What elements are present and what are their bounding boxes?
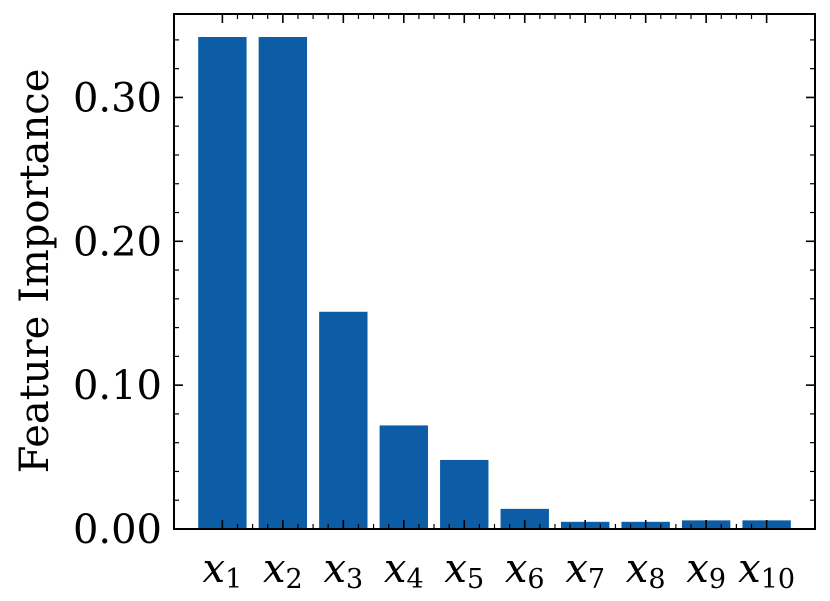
x-tick-label-x9: x9 [686,546,726,595]
plot-frame [173,13,816,530]
bar-x1 [198,37,247,530]
bar-x3 [319,311,368,529]
y-tick-label: 0.20 [73,219,162,265]
bar-x2 [258,37,308,530]
bar-x6 [500,508,549,529]
x-tick-label-x1: x1 [203,546,243,595]
y-axis-ticks: 0.00 0.10 0.20 0.30 [73,39,815,553]
x-tick-label-x8: x8 [626,546,666,595]
bar-x5 [440,459,489,529]
y-axis-label: Feature Importance [12,69,58,474]
y-tick-label: 0.00 [73,507,162,553]
x-tick-label-x5: x5 [444,546,484,595]
x-tick-label-x4: x4 [384,546,424,595]
y-tick-label: 0.10 [73,363,162,409]
x-tick-label-x6: x6 [505,546,545,595]
x-tick-label-x10: x10 [738,546,795,595]
bars-group [198,37,791,530]
x-tick-label-x2: x2 [263,546,303,595]
x-tick-label-x3: x3 [323,546,363,595]
x-tick-label-x7: x7 [565,546,605,595]
bar-x4 [379,425,428,529]
y-tick-label: 0.30 [73,75,162,121]
